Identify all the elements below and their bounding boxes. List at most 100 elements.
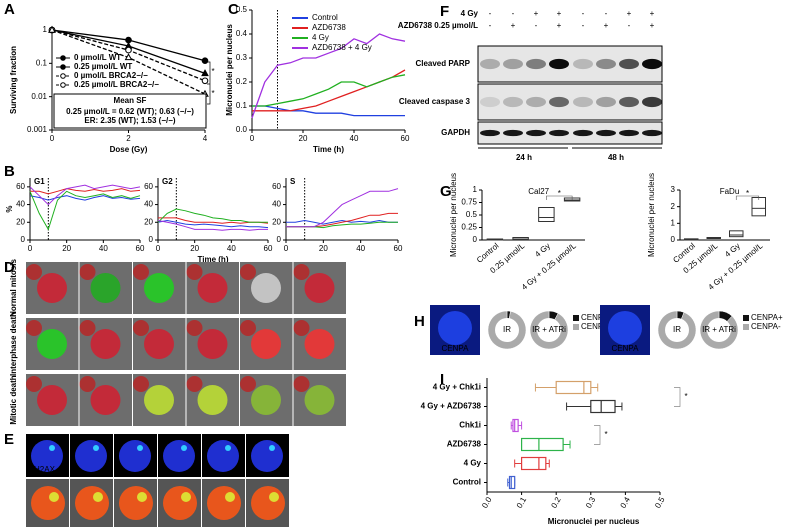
bracket (207, 61, 211, 105)
cell (49, 492, 59, 502)
panel-label: E (4, 431, 14, 448)
y-tick-label: 20 (144, 217, 153, 226)
x-tick-label: 2 (126, 134, 131, 143)
panel-label: A (4, 1, 15, 18)
cell (240, 264, 256, 280)
pie-label: IR + ATRi (532, 325, 566, 334)
marker (201, 57, 209, 64)
stain-label: CENPA (612, 344, 640, 353)
cell (144, 273, 174, 303)
sign: - (489, 21, 492, 30)
legend-label: CENPA+ (581, 313, 613, 322)
y-tick-label: 1 (671, 218, 676, 227)
y-tick-label: 0.5 (236, 5, 248, 14)
box (520, 437, 564, 452)
series-line (251, 33, 406, 119)
box (508, 475, 516, 490)
chart-title: Cal27 (528, 187, 549, 196)
note: 0.25 µmol/L = 0.62 (WT); 0.63 (−/−) (66, 107, 194, 116)
legend-label: CENPA+ (751, 313, 783, 322)
nucleus (438, 311, 472, 345)
box (512, 418, 519, 433)
x-tick-label: 0.2 (549, 495, 563, 510)
y-tick-label: 40 (16, 200, 25, 209)
cell (137, 492, 147, 502)
band (503, 58, 523, 70)
series-line (286, 219, 398, 225)
band (526, 129, 546, 137)
y-tick-label: 4 Gy (464, 459, 482, 468)
cell (197, 273, 228, 303)
x-tick-label: 4 (203, 134, 208, 143)
box (729, 230, 744, 238)
y-tick-label: 0.2 (236, 77, 248, 86)
x-axis-label: Dose (Gy) (110, 145, 148, 154)
pie-hole (707, 318, 731, 342)
note: ER: 2.35 (WT); 1.53 (−/−) (84, 116, 175, 125)
nucleus (207, 440, 239, 472)
x-tick-label: 60 (394, 244, 403, 253)
cell (37, 329, 67, 359)
legend-marker (60, 73, 66, 79)
legend-swatch (573, 315, 579, 321)
y-tick-label: 20 (272, 217, 281, 226)
panel-label: F (440, 3, 449, 20)
bracket (546, 195, 573, 200)
cell (293, 264, 310, 280)
significance: * (684, 392, 687, 401)
box (538, 207, 555, 222)
cell (269, 492, 279, 502)
cell (225, 492, 235, 502)
y-tick-label: 1 (43, 25, 48, 34)
sign: + (604, 21, 609, 30)
x-tick-label: 0.1 (515, 495, 529, 510)
x-tick-label: 40 (99, 244, 108, 253)
cell (90, 273, 121, 303)
y-tick-label: 2 (671, 202, 676, 211)
cell (304, 329, 335, 359)
x-tick-label: 4 Gy (723, 241, 742, 259)
pie-label: IR (503, 325, 511, 334)
band (596, 96, 616, 108)
legend-label: 0.25 µmol/L WT (74, 62, 132, 71)
band (480, 58, 500, 70)
cell (186, 376, 203, 392)
x-tick-label: 4 Gy (533, 241, 552, 259)
series-line (29, 184, 141, 206)
y-tick-label: 40 (144, 200, 153, 209)
sign: + (557, 21, 562, 30)
chart-title: G2 (162, 177, 173, 186)
panel-label: I (440, 371, 444, 388)
x-axis-label: Time (h) (198, 255, 229, 264)
band (642, 129, 662, 137)
y-tick-label: AZD6738 (447, 440, 482, 449)
sign: - (628, 21, 631, 30)
y-tick-label: 20 (16, 217, 25, 226)
panel-label: D (4, 259, 15, 276)
pie-label: IR + ATRi (702, 325, 736, 334)
x-tick-label: 0 (250, 134, 255, 143)
y-axis-label: Micronuclei per nucleus (449, 173, 458, 257)
box (751, 197, 766, 217)
y-tick-label: Chk1i (459, 421, 481, 430)
sign: - (582, 9, 585, 18)
cell (181, 492, 191, 502)
y-axis-label: Surviving fraction (9, 46, 18, 114)
band (619, 58, 639, 70)
stain-label: CENPA (442, 344, 470, 353)
series-line (29, 195, 141, 201)
series-line (286, 188, 399, 228)
note-title: Mean SF (114, 96, 147, 105)
series-line (30, 188, 141, 195)
x-tick-label: 20 (190, 244, 199, 253)
pie-hole (495, 318, 519, 342)
legend-marker (60, 82, 66, 88)
legend-label: CENPA- (581, 322, 611, 331)
y-tick-label: 0 (277, 235, 282, 244)
sign: + (511, 21, 516, 30)
series-line (157, 208, 268, 223)
sign: - (605, 9, 608, 18)
cell (304, 385, 335, 415)
sign: - (582, 21, 585, 30)
cell (133, 264, 149, 280)
